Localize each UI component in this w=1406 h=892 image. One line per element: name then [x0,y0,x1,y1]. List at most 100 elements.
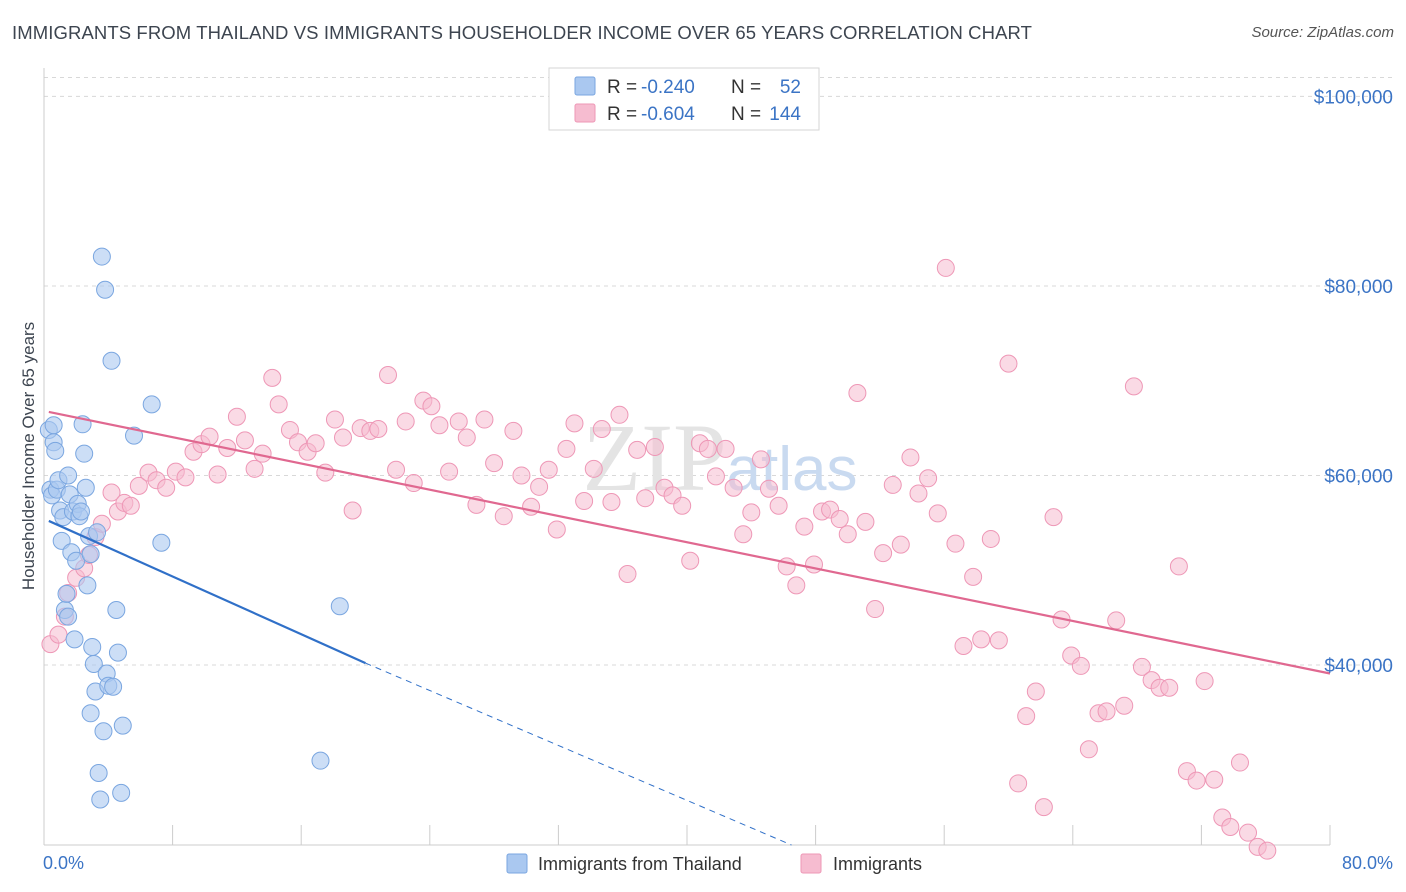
immigrants-point [269,395,288,414]
series-swatch-immigrants [800,853,822,874]
immigrants-point [901,448,920,467]
immigrants-point [485,454,504,473]
immigrants-point [235,431,254,450]
immigrants-point [49,625,68,644]
trend-lines [48,410,1331,846]
immigrants-point [866,600,885,619]
immigrants-point [706,467,725,486]
series-legend: Immigrants from Thailand Immigrants [506,853,922,874]
thailand-point [330,597,349,616]
immigrants-point [972,630,991,649]
immigrants-point [610,405,629,424]
x-tick-labels: 0.0% 80.0% [43,853,1393,873]
thailand-point [71,502,90,521]
immigrants-point [673,496,692,515]
immigrants-point [404,474,423,493]
immigrants-point [964,567,983,586]
immigrants-point [396,412,415,431]
immigrants-point [928,504,947,523]
immigrants-point [981,529,1000,548]
thailand-points [39,247,349,809]
source-label: Source: ZipAtlas.com [1251,24,1394,41]
immigrants-point [919,469,938,488]
x-tick-label: 80.0% [1342,853,1393,873]
grid-lines [44,76,1392,666]
immigrants-point [369,420,388,439]
y-axis-label: Householder Income Over 65 years [19,322,38,590]
immigrants-point [333,428,352,447]
immigrants-point [547,520,566,539]
immigrants-point [769,496,788,515]
immigrants-point [387,460,406,479]
thailand-point [59,466,78,485]
immigrants-point [909,484,928,503]
series-swatch-thailand [506,853,528,874]
legend-r-value: -0.240 [641,77,695,98]
immigrants-point [1009,774,1028,793]
immigrants-point [1132,657,1151,676]
immigrants-point [645,438,664,457]
immigrants-point [1034,798,1053,817]
immigrants-point [440,462,459,481]
immigrants-point [1187,771,1206,790]
immigrants-point [1044,508,1063,527]
thailand-point [91,790,110,809]
immigrants-point [306,434,325,453]
immigrants-point [449,412,468,431]
immigrants-point [946,534,965,553]
thailand-point [125,426,144,445]
immigrants-point [584,459,603,478]
series-label-immigrants: Immigrants [833,854,922,874]
thailand-point [65,630,84,649]
thailand-point [113,716,132,735]
immigrants-point [636,489,655,508]
thailand-point [59,607,78,626]
legend-n-value: 52 [780,77,801,98]
thailand-point [94,722,113,741]
thailand-point [78,576,97,595]
immigrants-point [494,507,513,526]
immigrants-point [208,465,227,484]
legend-r-label: R = [607,77,637,98]
series-label-thailand: Immigrants from Thailand [538,854,742,874]
immigrants-point [504,421,523,440]
immigrants-point [1205,770,1224,789]
immigrants-point [602,492,621,511]
legend-n-label: N = [731,77,761,98]
immigrants-point [539,460,558,479]
thailand-point [104,677,123,696]
immigrants-point [121,496,140,515]
thailand-point [76,478,95,497]
immigrants-point [176,468,195,487]
immigrants-point [530,477,549,496]
y-tick-label: $80,000 [1324,277,1393,298]
chart-title: IMMIGRANTS FROM THAILAND VS IMMIGRANTS H… [12,22,1033,43]
immigrants-point [325,410,344,429]
immigrants-point [1079,740,1098,759]
legend-n-value: 144 [769,104,801,125]
immigrants-point [1239,823,1258,842]
thailand-trend-line [48,519,366,665]
immigrants-point [954,637,973,656]
immigrants-point [1258,841,1277,860]
thailand-point [83,637,102,656]
thailand-point [311,751,330,770]
immigrants-point [936,258,955,277]
y-tick-label: $40,000 [1324,656,1393,677]
immigrants-point [422,397,441,416]
immigrants-point [724,478,743,497]
y-tick-label: $100,000 [1314,87,1393,108]
x-tick-label: 0.0% [43,853,84,873]
immigrants-point [1169,557,1188,576]
immigrants-point [557,439,576,458]
immigrants-point [848,384,867,403]
legend-r-value: -0.604 [641,104,695,125]
immigrants-point [883,475,902,494]
immigrants-point [698,439,717,458]
immigrants-point [1107,611,1126,630]
immigrants-point [989,631,1008,650]
immigrants-point [379,366,398,385]
thailand-point [92,247,111,266]
immigrants-point [618,564,637,583]
